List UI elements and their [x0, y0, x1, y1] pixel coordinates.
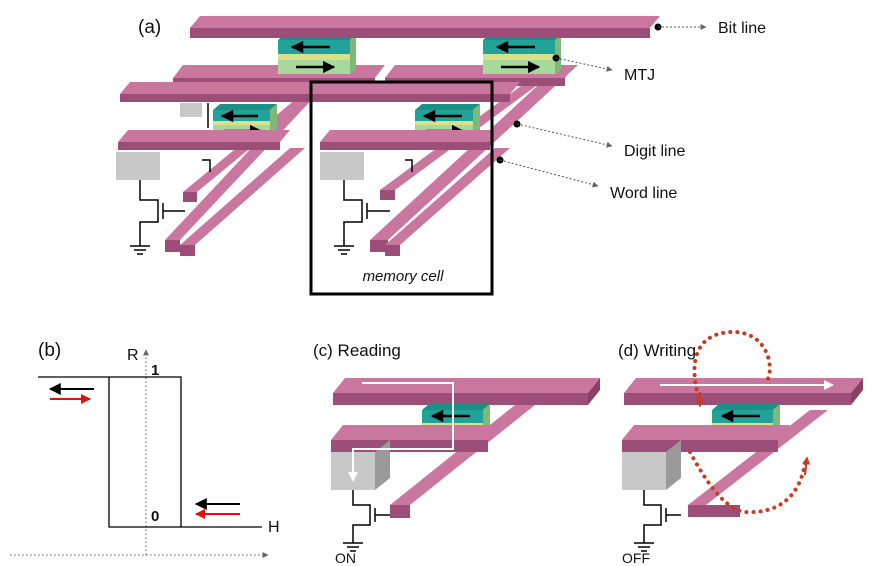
panel-a-label: (a) — [138, 17, 161, 38]
panel-b-label: (b) — [38, 340, 61, 361]
front-word-line-1 — [180, 148, 305, 256]
panel-c: (c) Reading ON — [313, 341, 600, 566]
svg-text:Digit line: Digit line — [624, 143, 685, 160]
memory-cell-label: memory cell — [363, 268, 445, 285]
level-high: 1 — [151, 362, 159, 379]
front-bit-line — [120, 82, 520, 102]
word-line-2 — [370, 65, 578, 252]
panel-c-label: (c) Reading — [313, 341, 401, 360]
mtj-back-1 — [278, 35, 356, 74]
panel-d: (d) Writing — [618, 329, 863, 566]
word-line-1 — [165, 75, 335, 252]
callout-mtj: MTJ — [552, 54, 655, 84]
bit-line — [190, 16, 660, 38]
panel-b: (b) R H 1 0 — [10, 340, 280, 558]
transistor-2 — [320, 152, 390, 255]
transistor-1 — [116, 152, 185, 255]
callout-bit-line: Bit line — [654, 20, 766, 37]
svg-text:MTJ: MTJ — [624, 67, 655, 84]
mtj-back-2 — [483, 35, 561, 74]
panel-a: (a) — [116, 16, 766, 296]
hysteresis-low-branch — [108, 377, 181, 528]
front-lower-line-1 — [118, 130, 290, 150]
c-word-line — [390, 405, 535, 505]
bit-line-field-loop — [692, 329, 772, 405]
d-transistor — [622, 440, 681, 552]
svg-text:Bit line: Bit line — [718, 20, 766, 37]
c-state-label: ON — [335, 550, 356, 566]
svg-text:Word line: Word line — [610, 185, 677, 202]
digit-line-current — [728, 464, 771, 498]
callout-word-line: Word line — [496, 156, 677, 202]
d-state-label: OFF — [622, 550, 650, 566]
level-low: 0 — [151, 508, 159, 525]
front-word-line-2 — [385, 148, 510, 256]
read-current-path — [348, 382, 454, 482]
r-axis-label: R — [127, 347, 139, 364]
c-transistor — [331, 440, 390, 552]
d-digit-line — [688, 410, 828, 505]
front-lower-line-2 — [320, 130, 500, 150]
h-axis-label: H — [268, 519, 280, 536]
contact-back-1 — [180, 103, 202, 117]
callout-digit-line: Digit line — [513, 120, 685, 160]
digit-line-field-loop — [688, 450, 807, 515]
memory-cell-box — [309, 80, 494, 296]
panel-d-label: (d) Writing — [618, 341, 696, 360]
